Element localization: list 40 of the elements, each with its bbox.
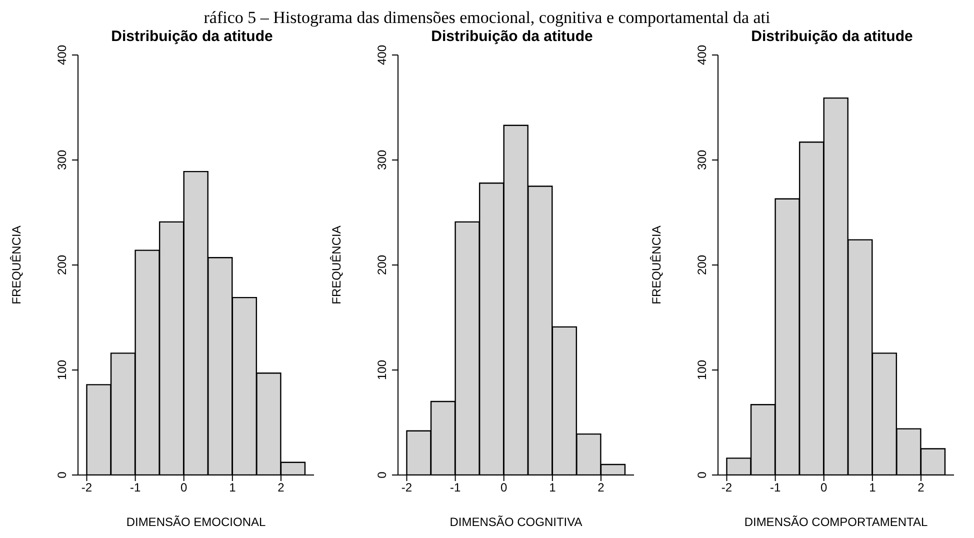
x-tick-label: -1 — [450, 480, 461, 495]
x-tick-label: 1 — [549, 480, 556, 495]
x-tick-label: 2 — [278, 480, 285, 495]
y-tick-label: 200 — [695, 254, 709, 276]
y-tick-label: 400 — [695, 44, 709, 66]
y-tick-label: 100 — [375, 360, 389, 380]
x-tick-label: 2 — [918, 480, 925, 495]
x-axis-title: DIMENSÃO EMOCIONAL — [125, 515, 267, 529]
y-tick-label: 400 — [375, 44, 389, 66]
x-axis-title: DIMENSÃO COGNITIVA — [448, 515, 584, 529]
x-axis-title: DIMENSÃO COMPORTAMENTAL — [743, 515, 929, 529]
y-tick-label: 0 — [55, 471, 69, 478]
y-tick-label: 300 — [375, 150, 389, 170]
y-tick-label: 200 — [375, 254, 389, 276]
y-tick-label: 100 — [55, 360, 69, 380]
x-tick-label: 0 — [500, 480, 508, 495]
y-tick-label: 100 — [695, 360, 709, 380]
x-tick-label: 1 — [229, 480, 236, 495]
y-tick-label: 300 — [55, 150, 69, 170]
x-tick-label: -2 — [81, 480, 92, 495]
y-tick-label: 0 — [695, 471, 709, 478]
y-tick-label: 300 — [695, 150, 709, 170]
y-axis-title: FREQUÊNCIA — [329, 226, 344, 304]
y-tick-label: 0 — [375, 471, 389, 478]
x-tick-label: -2 — [721, 480, 732, 495]
y-axis-title: FREQUÊNCIA — [649, 226, 664, 304]
chart-title: Distribuição da atitude — [430, 28, 594, 45]
y-axis-title: FREQUÊNCIA — [9, 226, 24, 304]
x-tick-label: -2 — [401, 480, 412, 495]
y-tick-label: 400 — [55, 44, 69, 66]
x-tick-label: 0 — [180, 480, 188, 495]
x-tick-label: -1 — [130, 480, 141, 495]
x-tick-label: -1 — [770, 480, 781, 495]
x-tick-label: 2 — [598, 480, 605, 495]
text: ráfico 5 – Histograma das dimensões emocional, cognitiva e comportamental da ati — [202, 8, 772, 28]
chart-title: Distribuição da atitude — [750, 28, 914, 45]
x-tick-label: 1 — [869, 480, 876, 495]
chart-title: Distribuição da atitude — [110, 28, 274, 45]
y-tick-label: 200 — [55, 254, 69, 276]
x-tick-label: 0 — [820, 480, 828, 495]
